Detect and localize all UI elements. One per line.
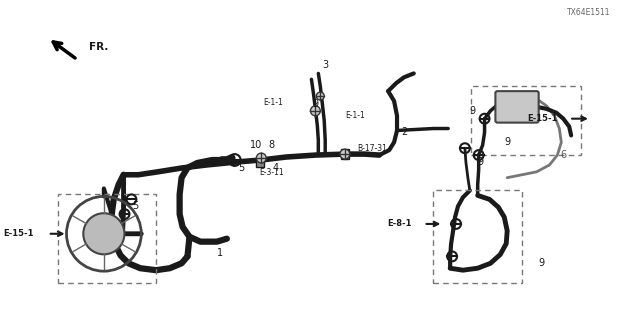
Text: 9: 9 [470,106,476,116]
Text: 5: 5 [132,201,138,211]
Text: 3: 3 [322,60,328,69]
Bar [471,86,581,155]
Text: 4: 4 [273,163,279,173]
Text: E-15-1: E-15-1 [4,229,34,238]
Text: TX64E1511: TX64E1511 [567,8,611,17]
Text: E-1-1: E-1-1 [263,99,283,108]
Bar [257,157,264,167]
Circle shape [340,149,350,159]
Text: FR.: FR. [89,42,109,52]
Text: 10: 10 [250,140,262,150]
Text: E-1-1: E-1-1 [345,111,365,120]
Text: 8: 8 [268,140,274,150]
FancyBboxPatch shape [495,91,539,123]
Circle shape [310,106,320,116]
Text: 1: 1 [217,248,223,259]
Text: 5: 5 [239,163,244,173]
Bar [341,149,349,159]
Text: E-3-11: E-3-11 [259,168,284,177]
Text: E-15-1: E-15-1 [527,114,557,123]
Text: B-17-31: B-17-31 [358,144,387,153]
Text: 2: 2 [401,127,407,138]
Circle shape [316,92,324,100]
Circle shape [257,153,266,163]
Bar [433,189,522,283]
Bar [58,195,156,283]
Circle shape [83,213,124,254]
Text: 9: 9 [539,258,545,268]
Text: 6: 6 [560,150,566,160]
Text: 9: 9 [477,157,484,167]
Text: E-8-1: E-8-1 [387,220,412,228]
Text: 7: 7 [109,201,115,211]
Text: 9: 9 [504,137,510,147]
Text: 9: 9 [312,99,319,109]
